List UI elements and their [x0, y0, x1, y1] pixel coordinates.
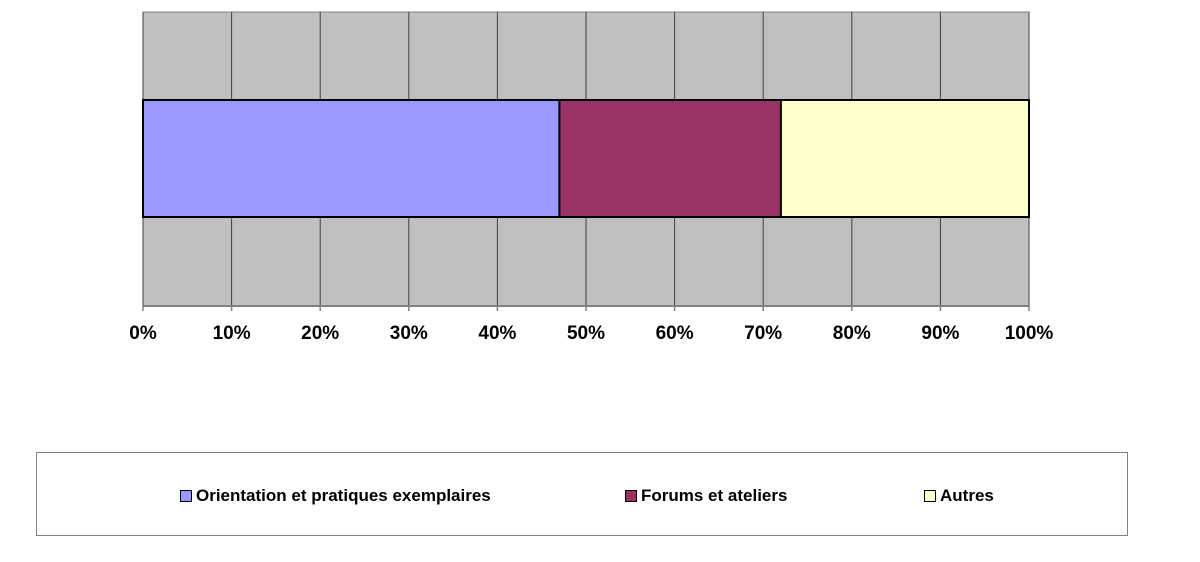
bar-segments: [142, 99, 1030, 218]
legend-swatch: [180, 490, 192, 502]
bar-segment-1: [142, 99, 561, 218]
legend-swatch: [625, 490, 637, 502]
x-tick-label: 30%: [390, 323, 428, 344]
legend-item: Orientation et pratiques exemplaires: [180, 486, 491, 506]
legend-label: Orientation et pratiques exemplaires: [196, 486, 491, 505]
bar-segment-3: [779, 99, 1030, 218]
legend: Orientation et pratiques exemplaires Foru…: [36, 452, 1128, 536]
x-tick-label: 50%: [567, 323, 605, 344]
x-tick-label: 10%: [213, 323, 251, 344]
x-tick-label: 20%: [301, 323, 339, 344]
x-tick-label: 80%: [833, 323, 871, 344]
legend-label: Forums et ateliers: [641, 486, 788, 505]
x-tick-label: 100%: [1005, 323, 1054, 344]
bar-segment-2: [558, 99, 782, 218]
x-axis-ticks: 0% 10% 20% 30% 40% 50% 60% 70% 80% 90% 100%: [129, 306, 1053, 344]
x-tick-label: 90%: [921, 323, 959, 344]
legend-item: Forums et ateliers: [625, 486, 787, 506]
legend-item: Autres: [924, 486, 994, 506]
x-tick-label: 40%: [478, 323, 516, 344]
legend-swatch: [924, 490, 936, 502]
x-tick-label: 70%: [744, 323, 782, 344]
x-tick-label: 0%: [129, 323, 157, 344]
x-tick-label: 60%: [656, 323, 694, 344]
legend-label: Autres: [940, 486, 994, 505]
